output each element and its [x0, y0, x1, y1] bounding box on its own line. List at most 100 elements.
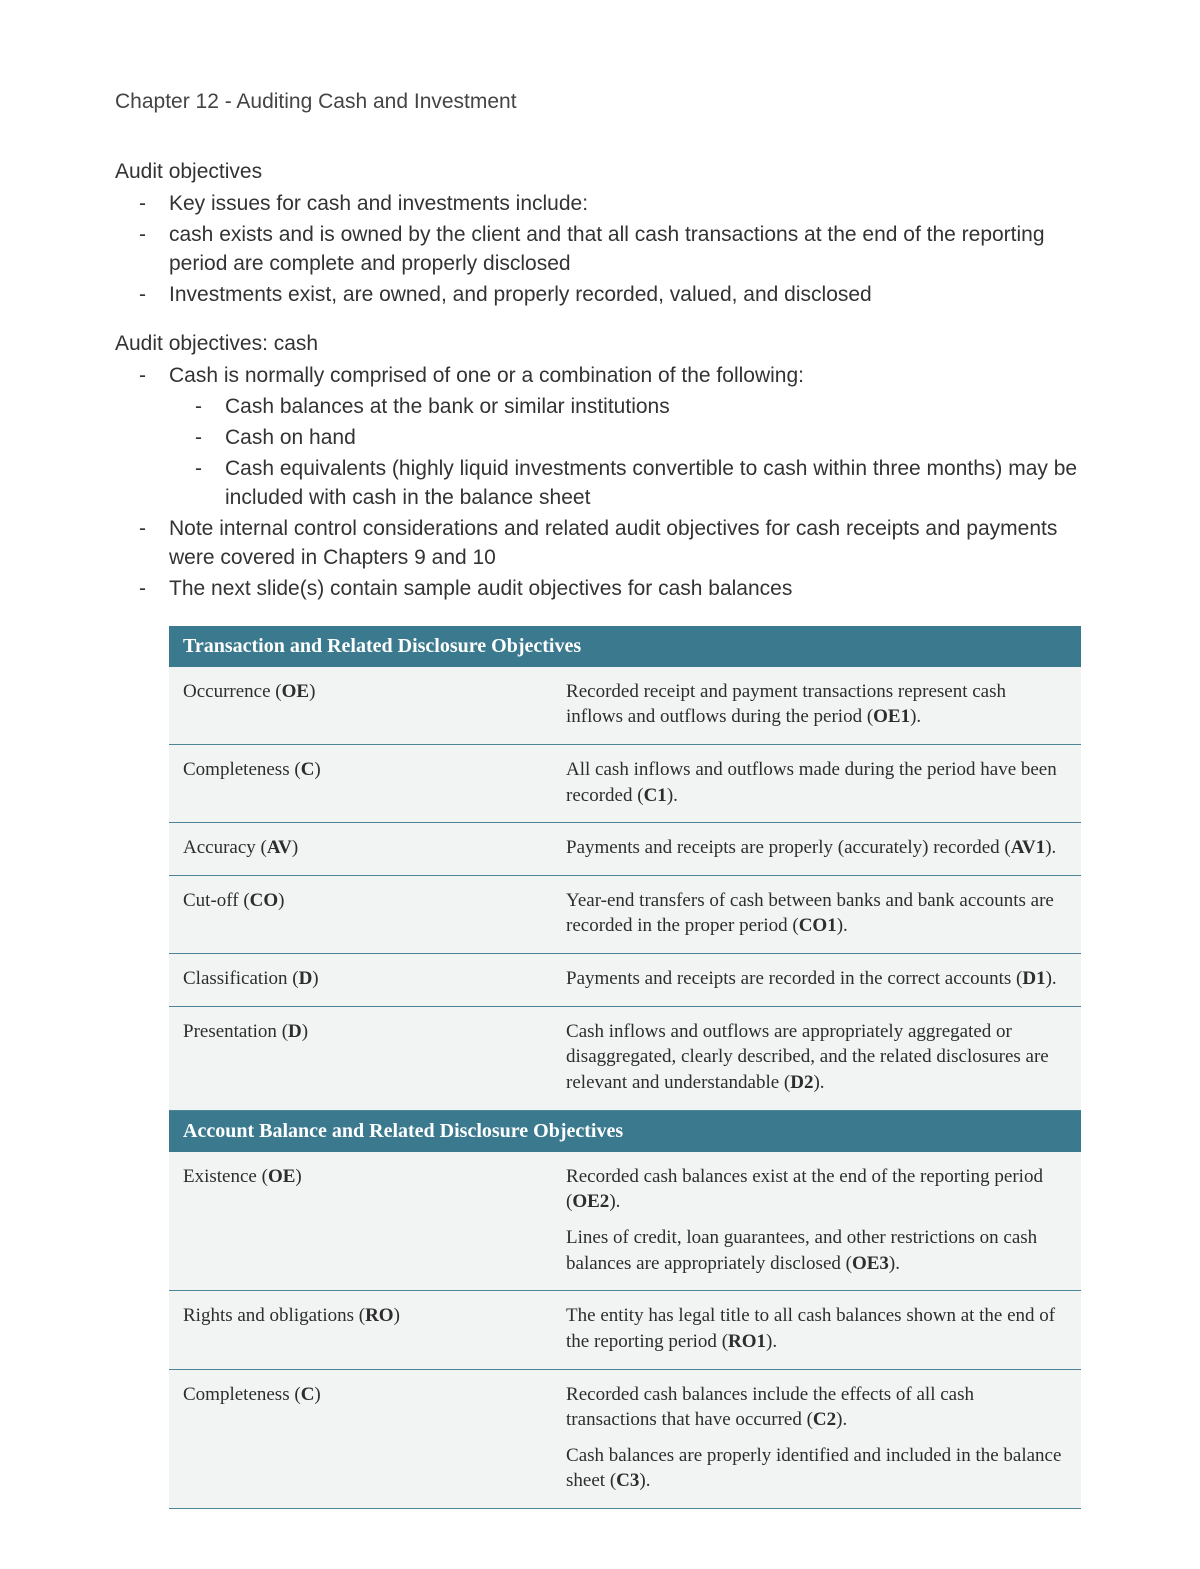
section-heading: Audit objectives: cash	[115, 332, 1085, 356]
objective-desc: Recorded receipt and payment transaction…	[566, 679, 1067, 730]
bullet-text: The next slide(s) contain sample audit o…	[169, 577, 792, 600]
bullet-text: Cash is normally comprised of one or a c…	[169, 364, 804, 387]
sub-bullet-item: Cash on hand	[225, 424, 1085, 453]
objective-ref: RO1	[728, 1331, 766, 1352]
objective-label: Presentation	[183, 1021, 277, 1042]
section-heading: Audit objectives	[115, 160, 1085, 184]
table-group-header: Account Balance and Related Disclosure O…	[169, 1110, 1081, 1152]
bullet-text: Note internal control considerations and…	[169, 517, 1057, 569]
objective-ref: OE3	[852, 1253, 889, 1274]
bullet-item: Note internal control considerations and…	[169, 515, 1085, 573]
table-group-title: Transaction and Related Disclosure Objec…	[169, 626, 1081, 667]
sections-container: Audit objectives Key issues for cash and …	[115, 160, 1085, 604]
objective-desc-cell: All cash inflows and outflows made durin…	[552, 744, 1081, 822]
objective-label-cell: Cut-off (CO)	[169, 875, 552, 953]
objective-ref: AV1	[1011, 837, 1046, 858]
objective-desc: Recorded cash balances include the effec…	[566, 1382, 1067, 1433]
objective-ref: OE2	[572, 1191, 609, 1212]
table-row: Cut-off (CO)Year-end transfers of cash b…	[169, 875, 1081, 953]
objective-desc-text: Cash balances are properly identified an…	[566, 1445, 1061, 1492]
objective-code: D	[288, 1021, 302, 1042]
objective-desc: Cash inflows and outflows are appropriat…	[566, 1019, 1067, 1096]
objective-code: OE	[282, 681, 309, 702]
objective-code: C	[301, 759, 315, 780]
objective-code: C	[301, 1384, 315, 1405]
bullet-item: Cash is normally comprised of one or a c…	[169, 362, 1085, 513]
objective-desc-text: Lines of credit, loan guarantees, and ot…	[566, 1227, 1037, 1274]
objective-desc: All cash inflows and outflows made durin…	[566, 757, 1067, 808]
objective-desc-cell: Year-end transfers of cash between banks…	[552, 875, 1081, 953]
objective-desc-cell: Recorded receipt and payment transaction…	[552, 667, 1081, 745]
objective-label-cell: Occurrence (OE)	[169, 667, 552, 745]
objective-desc: The entity has legal title to all cash b…	[566, 1303, 1067, 1354]
objective-desc-cell: Recorded cash balances exist at the end …	[552, 1152, 1081, 1291]
objective-label: Accuracy	[183, 837, 256, 858]
bullet-item: The next slide(s) contain sample audit o…	[169, 575, 1085, 604]
table-row: Completeness (C) All cash inflows and out…	[169, 744, 1081, 822]
objective-code: CO	[250, 890, 279, 911]
bullet-item: Key issues for cash and investments incl…	[169, 190, 1085, 219]
bullet-text: cash exists and is owned by the client a…	[169, 223, 1045, 275]
objective-label: Completeness	[183, 759, 290, 780]
objective-desc: Payments and receipts are recorded in th…	[566, 966, 1067, 992]
table-group-title: Account Balance and Related Disclosure O…	[169, 1110, 1081, 1152]
objective-label: Existence	[183, 1166, 257, 1187]
objective-label-cell: Existence (OE)	[169, 1152, 552, 1291]
table-row: Existence (OE) Recorded cash balances exi…	[169, 1152, 1081, 1291]
objective-desc-cell: Recorded cash balances include the effec…	[552, 1369, 1081, 1509]
objective-label-cell: Accuracy (AV)	[169, 823, 552, 876]
objective-ref: C2	[813, 1409, 836, 1430]
objective-code: D	[299, 968, 313, 989]
objective-label-cell: Classification (D)	[169, 954, 552, 1007]
objective-code: OE	[268, 1166, 295, 1187]
table-row: Occurrence (OE) Recorded receipt and paym…	[169, 667, 1081, 745]
bullet-text: Key issues for cash and investments incl…	[169, 192, 588, 215]
table-row: Rights and obligations (RO) The entity ha…	[169, 1291, 1081, 1369]
objective-label-cell: Presentation (D)	[169, 1006, 552, 1110]
bullet-list: Cash is normally comprised of one or a c…	[115, 362, 1085, 604]
objective-label-cell: Completeness (C)	[169, 744, 552, 822]
objective-label: Classification	[183, 968, 287, 989]
objective-code: AV	[267, 837, 292, 858]
objective-desc-text: Recorded cash balances exist at the end …	[566, 1166, 1043, 1187]
objective-ref: C3	[616, 1470, 639, 1491]
objective-label-cell: Rights and obligations (RO)	[169, 1291, 552, 1369]
bullet-item: cash exists and is owned by the client a…	[169, 221, 1085, 279]
objective-desc-text: Payments and receipts are properly (accu…	[566, 837, 1000, 858]
objective-label: Completeness	[183, 1384, 290, 1405]
objective-desc-cell: Payments and receipts are recorded in th…	[552, 954, 1081, 1007]
bullet-list: Key issues for cash and investments incl…	[115, 190, 1085, 310]
chapter-title: Chapter 12 - Auditing Cash and Investmen…	[115, 90, 1085, 114]
objective-desc-text: Payments and receipts are recorded in th…	[566, 968, 1011, 989]
objective-label-cell: Completeness (C)	[169, 1369, 552, 1509]
objective-desc-text: Recorded cash balances include the effec…	[566, 1384, 974, 1431]
objective-desc: Recorded cash balances exist at the end …	[566, 1164, 1067, 1215]
sub-bullet-item: Cash equivalents (highly liquid investme…	[225, 455, 1085, 513]
table-row: Presentation (D)Cash inflows and outflow…	[169, 1006, 1081, 1110]
objective-desc: Lines of credit, loan guarantees, and ot…	[566, 1225, 1067, 1276]
sub-bullet-list: Cash balances at the bank or similar ins…	[169, 393, 1085, 513]
objective-label: Cut-off	[183, 890, 239, 911]
objective-desc: Payments and receipts are properly (accu…	[566, 835, 1067, 861]
table-row: Completeness (C) Recorded cash balances i…	[169, 1369, 1081, 1509]
objective-code: RO	[365, 1305, 394, 1326]
objective-desc-cell: Payments and receipts are properly (accu…	[552, 823, 1081, 876]
objective-ref: C1	[644, 785, 667, 806]
objective-desc-text: Recorded receipt and payment transaction…	[566, 681, 1006, 728]
objective-desc-text: All cash inflows and outflows made durin…	[566, 759, 1057, 806]
objective-desc-cell: Cash inflows and outflows are appropriat…	[552, 1006, 1081, 1110]
objective-ref: D1	[1022, 968, 1045, 989]
objective-label: Occurrence	[183, 681, 271, 702]
bullet-text: Investments exist, are owned, and proper…	[169, 283, 872, 306]
bullet-item: Investments exist, are owned, and proper…	[169, 281, 1085, 310]
objective-label: Rights and obligations	[183, 1305, 354, 1326]
objective-ref: OE1	[873, 706, 910, 727]
sub-bullet-item: Cash balances at the bank or similar ins…	[225, 393, 1085, 422]
objective-desc-text: The entity has legal title to all cash b…	[566, 1305, 1055, 1352]
objectives-table: Transaction and Related Disclosure Objec…	[169, 626, 1081, 1509]
objective-ref: D2	[790, 1072, 813, 1093]
table-group-header: Transaction and Related Disclosure Objec…	[169, 626, 1081, 667]
table-row: Classification (D) Payments and receipts …	[169, 954, 1081, 1007]
objective-ref: CO1	[799, 915, 837, 936]
objectives-table-wrap: Transaction and Related Disclosure Objec…	[169, 626, 1081, 1509]
